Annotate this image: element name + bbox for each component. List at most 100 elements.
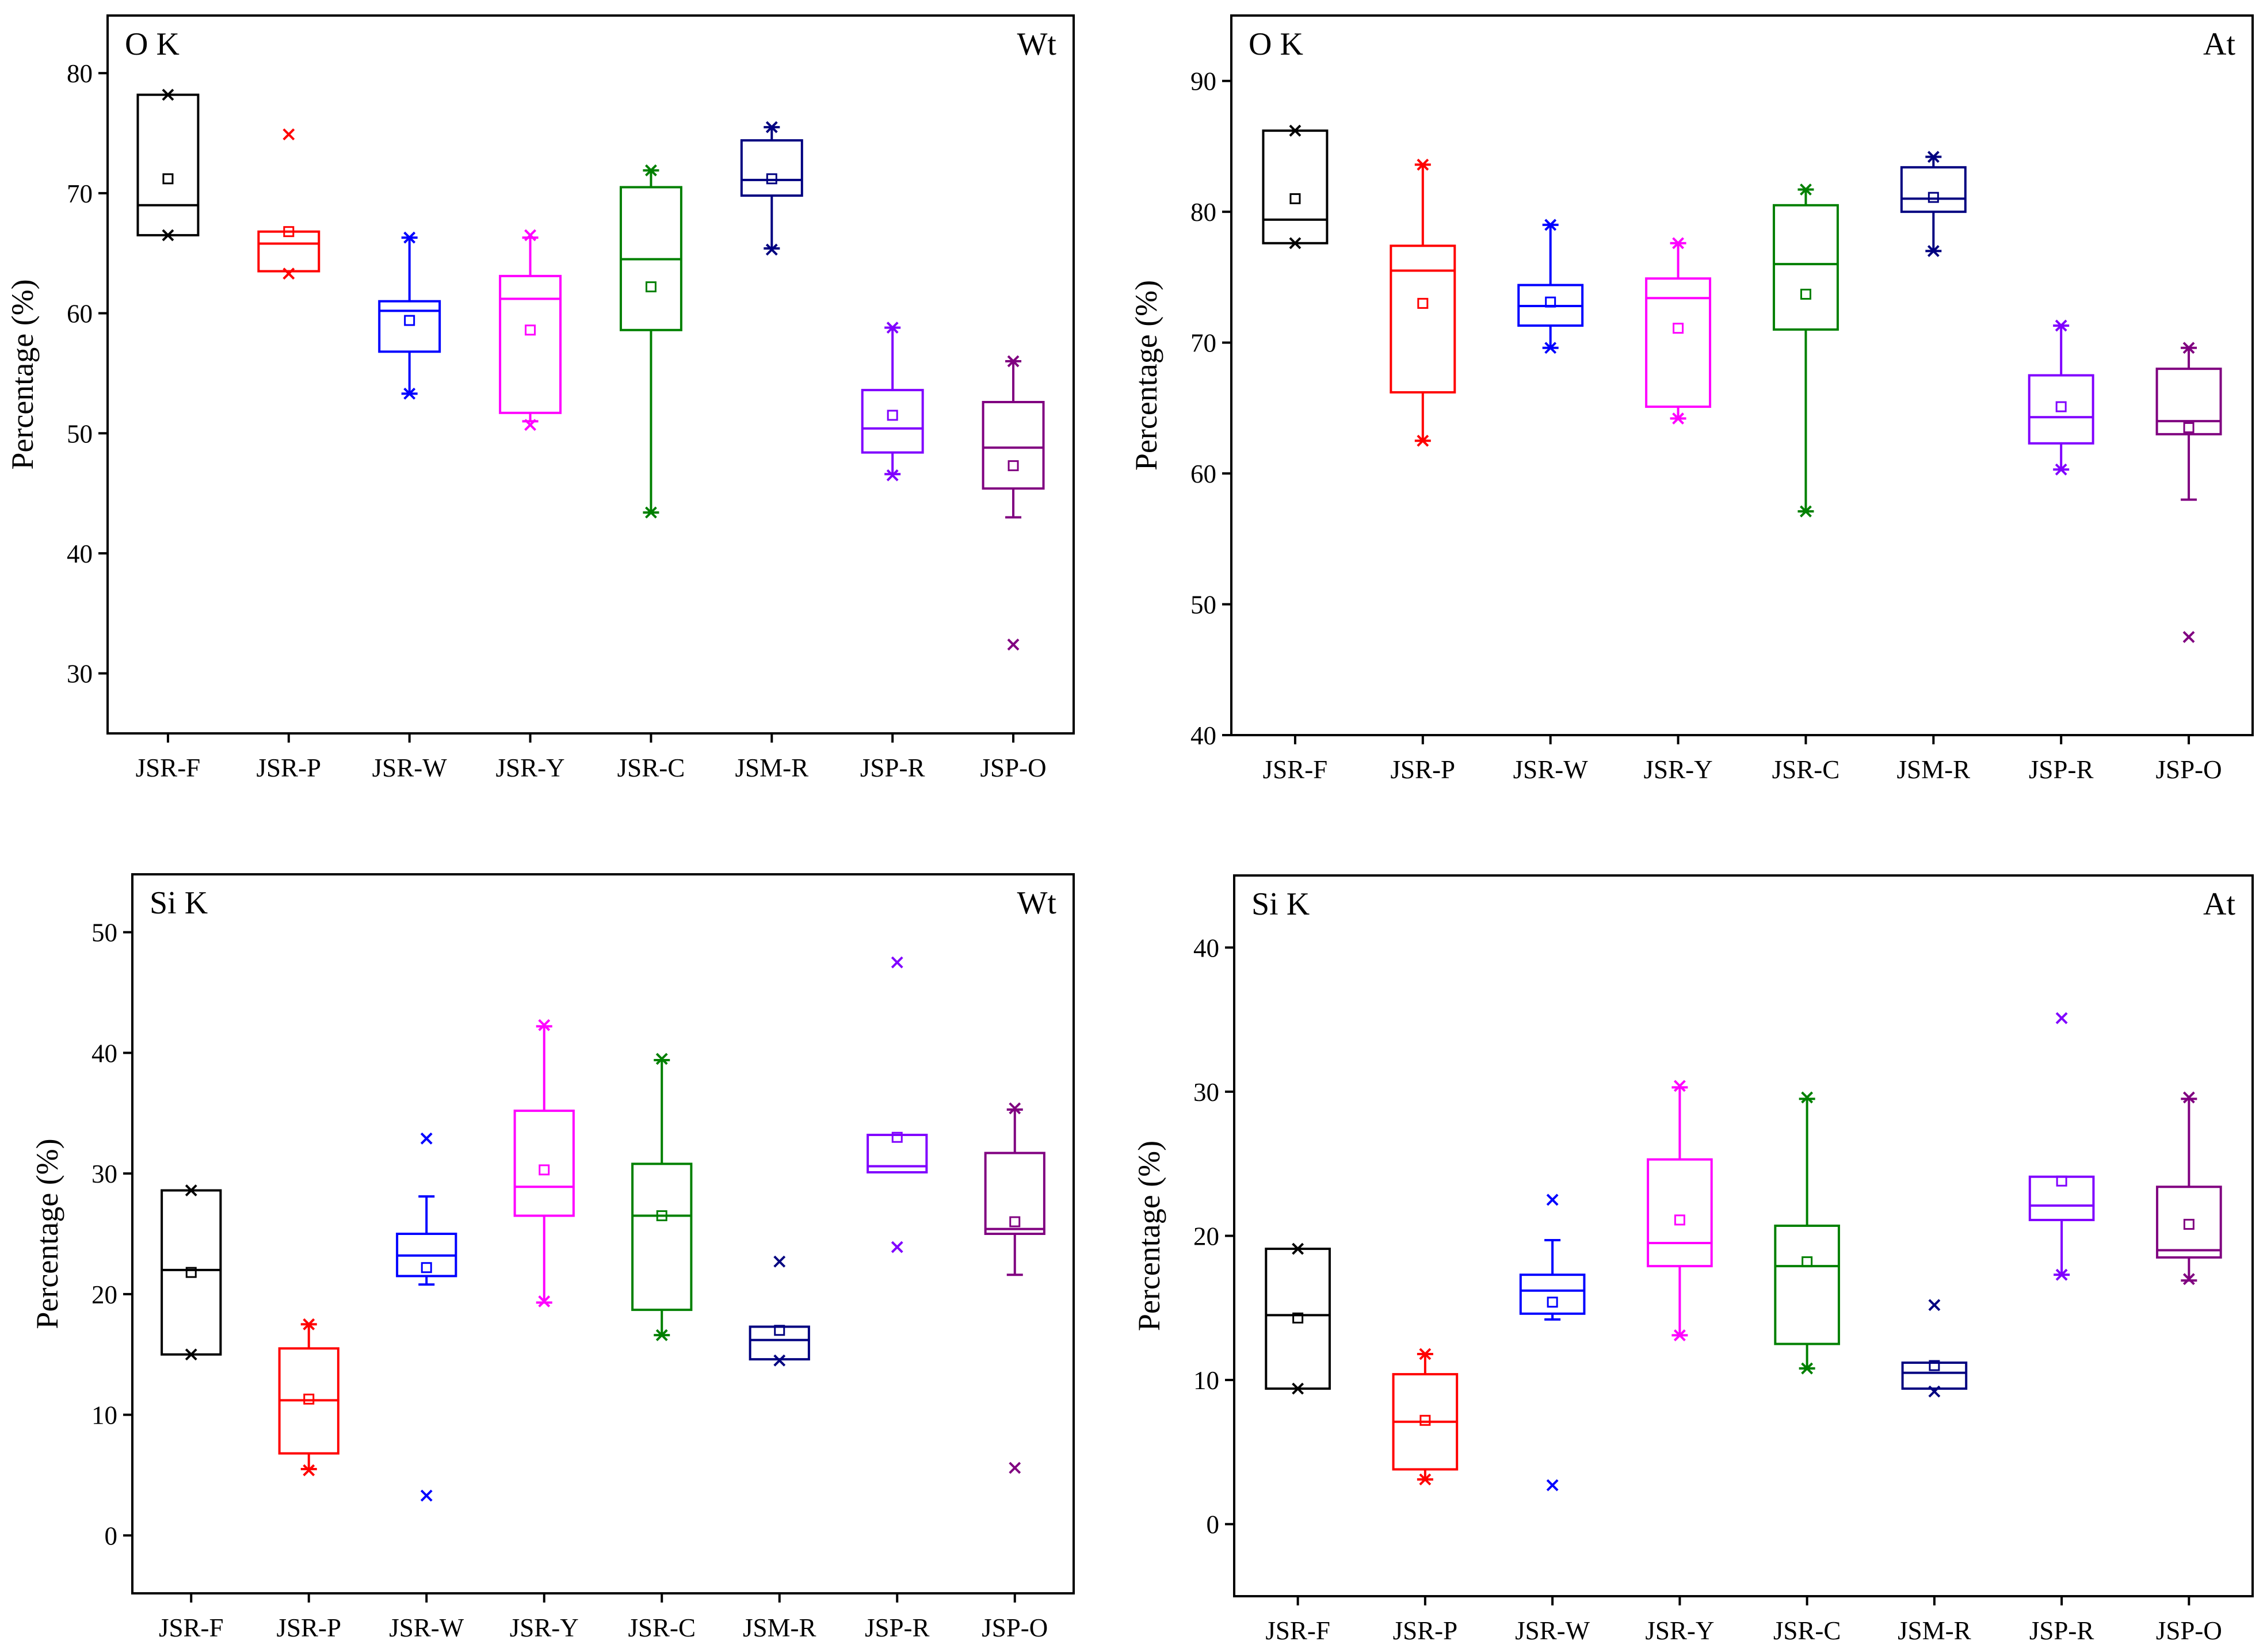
box-iqr: [631, 1162, 693, 1311]
outlier-marker: [645, 164, 657, 177]
box-jsr-w: JSR-W: [1515, 1194, 1590, 1645]
mean-marker: [1674, 1214, 1685, 1226]
outlier-marker: [162, 229, 174, 242]
outlier-marker: [891, 956, 903, 969]
outlier-marker: [1673, 1329, 1686, 1341]
box-iqr: [740, 139, 803, 197]
outlier-marker: [1546, 1479, 1559, 1492]
box-iqr: [161, 1189, 222, 1356]
mean-marker: [1673, 323, 1684, 334]
outlier-stroke: [886, 322, 899, 334]
outlier-marker: [303, 1464, 315, 1477]
outlier-marker: [1292, 1382, 1304, 1395]
x-tick-label: JSM-R: [735, 754, 809, 782]
outlier-marker: [891, 1241, 903, 1253]
box-jsr-w: JSR-W: [389, 1132, 464, 1642]
outlier-stroke: [1801, 1362, 1814, 1375]
box-iqr: [1262, 129, 1329, 244]
y-tick-label: 40: [67, 540, 93, 568]
box-iqr: [1647, 1158, 1713, 1268]
outlier-stroke: [538, 1019, 551, 1031]
box-jsr-w: JSR-W: [1513, 219, 1588, 784]
x-tick-label: JSR-W: [389, 1613, 464, 1642]
x-tick-label: JSP-O: [980, 754, 1047, 782]
outlier-stroke: [1672, 412, 1684, 425]
outlier-marker: [765, 243, 778, 256]
outlier-stroke: [303, 1464, 315, 1477]
x-tick-label: JSR-P: [1393, 1616, 1458, 1645]
panel-label: Si K: [1251, 886, 1310, 922]
outlier-marker: [1292, 1242, 1304, 1255]
outlier-stroke: [303, 1318, 315, 1330]
outlier-marker: [773, 1354, 786, 1367]
mean-marker: [766, 173, 777, 185]
outlier-marker: [303, 1318, 315, 1330]
outlier-marker: [1800, 505, 1812, 518]
mean-marker: [656, 1210, 667, 1222]
panel-4: 0 10 20 30 40 Percentage (%) Si K At JSR-F JSR-P J…: [1132, 874, 2254, 1645]
mode-label: At: [2203, 26, 2235, 62]
x-tick-label: JSP-R: [860, 754, 925, 782]
outlier-stroke: [162, 89, 174, 101]
outlier-stroke: [1673, 1080, 1686, 1092]
outlier-stroke: [1009, 1462, 1021, 1474]
x-tick-label: JSR-Y: [1645, 1616, 1714, 1645]
mean-marker: [1928, 192, 1939, 203]
outlier-marker: [185, 1184, 197, 1196]
box-iqr: [2155, 368, 2222, 435]
outlier-stroke: [185, 1184, 197, 1196]
outlier-marker: [162, 89, 174, 101]
box-jsp-r: JSP-R: [860, 322, 925, 782]
x-tick-label: JSP-O: [2156, 1616, 2222, 1645]
outlier-stroke: [1928, 1385, 1941, 1398]
y-tick-label: 50: [1190, 591, 1216, 620]
outlier-marker: [420, 1132, 433, 1145]
mean-marker: [539, 1164, 550, 1176]
mean-marker: [1802, 1256, 1813, 1268]
outlier-marker: [2055, 1268, 2068, 1281]
box-iqr: [1772, 204, 1839, 331]
box-iqr: [378, 300, 441, 353]
outlier-marker: [2182, 630, 2195, 643]
outlier-stroke: [891, 956, 903, 969]
y-tick-label: 50: [67, 419, 93, 448]
outlier-marker: [1009, 1102, 1021, 1115]
outlier-stroke: [765, 121, 778, 133]
box-iqr: [513, 1110, 575, 1217]
x-tick-label: JSR-Y: [510, 1613, 579, 1642]
outlier-stroke: [283, 128, 295, 141]
outlier-stroke: [1417, 158, 1429, 171]
y-tick-label: 40: [91, 1039, 117, 1068]
panel-label: Si K: [150, 885, 208, 921]
box-iqr: [1900, 166, 1967, 213]
outlier-stroke: [403, 231, 416, 244]
box-jsr-c: JSR-C: [1772, 183, 1839, 784]
x-tick-label: JSR-W: [372, 754, 448, 782]
y-tick-label: 80: [67, 59, 93, 88]
outlier-marker: [765, 121, 778, 133]
box-iqr: [1265, 1248, 1331, 1390]
mean-marker: [1419, 1414, 1431, 1426]
outlier-stroke: [538, 1295, 551, 1307]
box-jsr-c: JSR-C: [1773, 1091, 1841, 1645]
box-jsr-p: JSR-P: [257, 128, 321, 782]
outlier-stroke: [645, 506, 657, 519]
x-tick-label: JSP-O: [982, 1613, 1048, 1642]
x-tick-label: JSR-F: [136, 754, 201, 782]
box-jsr-y: JSR-Y: [496, 229, 565, 782]
outlier-stroke: [1544, 219, 1557, 231]
outlier-stroke: [773, 1354, 786, 1367]
outlier-stroke: [655, 1053, 668, 1065]
box-iqr: [1390, 244, 1456, 394]
box-iqr: [136, 93, 200, 236]
box-jsm-r: JSM-R: [1897, 151, 1970, 784]
outlier-stroke: [2182, 630, 2195, 643]
y-tick-label: 90: [1190, 67, 1216, 96]
outlier-stroke: [1417, 434, 1429, 447]
box-jsr-f: JSR-F: [159, 1184, 224, 1642]
outlier-stroke: [1927, 245, 1940, 257]
outlier-marker: [1672, 237, 1684, 250]
box-iqr: [1774, 1224, 1840, 1345]
box-iqr: [1645, 277, 1712, 408]
outlier-stroke: [1800, 505, 1812, 518]
